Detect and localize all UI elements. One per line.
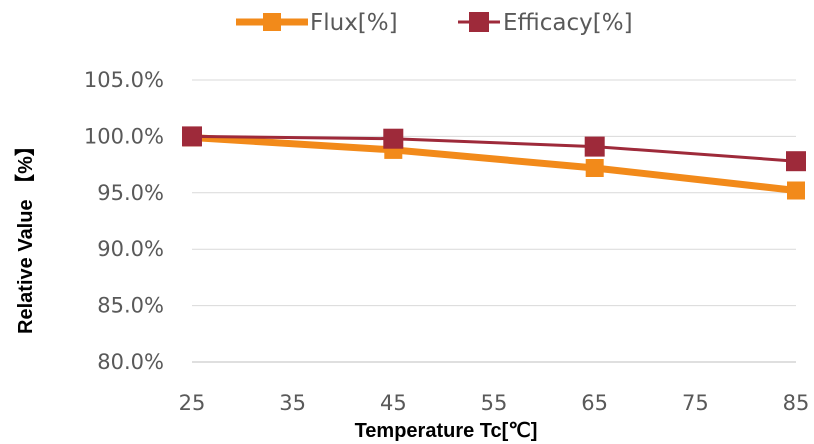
series-line: [191, 134, 797, 163]
x-tick-label: 35: [279, 391, 306, 415]
y-tick-label: 105.0%: [84, 68, 164, 92]
y-tick-label: 85.0%: [97, 294, 164, 318]
y-tick-label: 90.0%: [97, 237, 164, 261]
legend-swatch-marker: [469, 12, 489, 32]
series-lines: [191, 134, 797, 194]
data-point: [182, 126, 202, 147]
y-tick-label: 100.0%: [84, 124, 164, 148]
y-tick-label: 95.0%: [97, 181, 164, 205]
y-axis-title: Relative Value 【%】: [14, 136, 37, 334]
legend-label: Efficacy[%]: [503, 10, 633, 36]
data-point: [786, 151, 806, 172]
data-point: [787, 181, 805, 200]
y-tick-label: 80.0%: [97, 350, 164, 374]
series-line: [191, 134, 797, 194]
legend: Flux[%] Efficacy[%]: [236, 10, 633, 36]
x-tick-labels: 25 35 45 55 65 75 85: [179, 391, 810, 415]
x-tick-label: 85: [783, 391, 810, 415]
x-tick-label: 65: [581, 391, 608, 415]
legend-label: Flux[%]: [310, 10, 398, 36]
x-tick-label: 25: [179, 391, 206, 415]
data-point: [585, 159, 604, 177]
data-point: [584, 136, 605, 157]
series-markers: [182, 126, 806, 200]
x-tick-label: 45: [380, 391, 407, 415]
data-point: [383, 128, 404, 149]
y-tick-labels: 80.0% 85.0% 90.0% 95.0% 100.0% 105.0%: [84, 68, 164, 374]
legend-swatch-marker: [263, 13, 281, 31]
x-axis-title: Temperature Tc[℃]: [355, 420, 538, 442]
x-tick-label: 75: [682, 391, 709, 415]
x-tick-label: 55: [481, 391, 508, 415]
grid-lines: [192, 79, 796, 363]
